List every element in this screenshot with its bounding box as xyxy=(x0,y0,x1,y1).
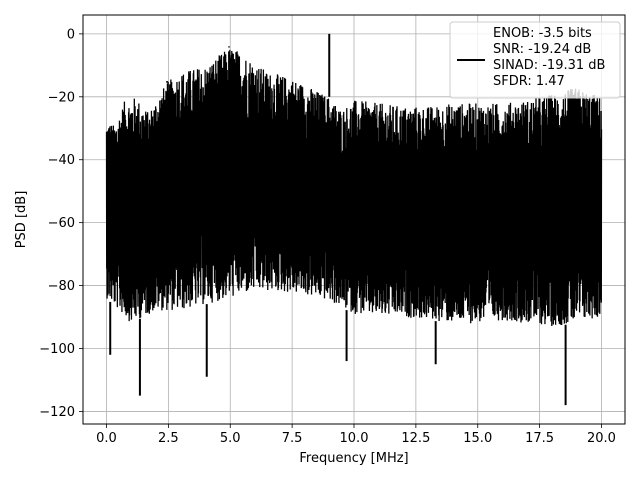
x-tick-label: 2.5 xyxy=(158,431,179,446)
y-tick-label: −60 xyxy=(48,216,75,231)
x-tick-label: 0.0 xyxy=(96,431,117,446)
y-tick-label: −20 xyxy=(48,90,75,105)
psd-trace xyxy=(105,49,603,326)
x-tick-label: 17.5 xyxy=(525,431,554,446)
x-tick-label: 5.0 xyxy=(220,431,241,446)
y-tick-label: −120 xyxy=(39,405,75,420)
x-tick-label: 15.0 xyxy=(463,431,492,446)
legend-entry: SFDR: 1.47 xyxy=(493,74,565,89)
x-tick-label: 12.5 xyxy=(401,431,430,446)
y-tick-label: −80 xyxy=(48,279,75,294)
legend-box xyxy=(449,21,621,99)
y-tick-label: 0 xyxy=(67,27,75,42)
x-axis-ticks: 0.0 2.5 5.0 7.5 10.0 12.5 15.0 17.5 20.0 xyxy=(96,424,616,446)
y-tick-label: −100 xyxy=(39,342,75,357)
x-tick-label: 20.0 xyxy=(587,431,616,446)
y-axis-label: PSD [dB] xyxy=(14,191,29,249)
legend-entry: ENOB: -3.5 bits xyxy=(493,26,592,41)
legend-entry: SNR: -19.24 dB xyxy=(493,42,591,57)
x-tick-label: 7.5 xyxy=(282,431,303,446)
legend-entry: SINAD: -19.31 dB xyxy=(493,58,605,73)
x-tick-label: 10.0 xyxy=(340,431,369,446)
x-axis-label: Frequency [MHz] xyxy=(299,451,408,466)
psd-series xyxy=(105,33,603,406)
y-tick-label: −40 xyxy=(48,153,75,168)
y-axis-ticks: 0 −20 −40 −60 −80 −100 −120 xyxy=(39,27,83,420)
